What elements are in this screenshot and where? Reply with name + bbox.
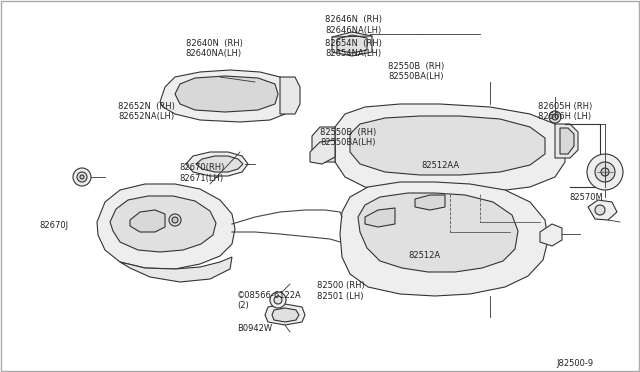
Text: 82512A: 82512A [408,251,440,260]
Text: 82550B  (RH)
82550BA(LH): 82550B (RH) 82550BA(LH) [388,62,445,81]
Circle shape [270,292,286,308]
Text: 82605H (RH)
82606H (LH): 82605H (RH) 82606H (LH) [538,102,592,121]
Circle shape [601,168,609,176]
Circle shape [77,172,87,182]
Polygon shape [415,195,445,210]
Circle shape [80,175,84,179]
Polygon shape [332,32,372,56]
Text: 82640N  (RH)
82640NA(LH): 82640N (RH) 82640NA(LH) [186,39,243,58]
Polygon shape [97,184,235,269]
Polygon shape [312,127,335,162]
Text: 82670J: 82670J [40,221,69,230]
Circle shape [587,154,623,190]
Text: B0942W: B0942W [237,324,272,333]
Polygon shape [358,193,518,272]
Polygon shape [272,308,299,322]
Polygon shape [588,200,617,220]
Polygon shape [337,35,367,53]
Circle shape [595,162,615,182]
Text: 82670(RH)
82671(LH): 82670(RH) 82671(LH) [179,163,225,183]
Circle shape [552,114,558,120]
Polygon shape [196,156,243,172]
Polygon shape [270,292,286,308]
Text: 82570M: 82570M [570,193,604,202]
Polygon shape [335,104,565,194]
Polygon shape [186,152,248,176]
Polygon shape [120,257,232,282]
Polygon shape [265,304,305,325]
Polygon shape [560,128,574,154]
Text: 82654N  (RH)
82654NA(LH): 82654N (RH) 82654NA(LH) [325,39,382,58]
Text: 82512AA: 82512AA [421,161,460,170]
Polygon shape [160,70,290,122]
Polygon shape [130,210,165,232]
Polygon shape [540,224,562,246]
Circle shape [549,111,561,123]
Polygon shape [340,182,548,296]
Text: 82652N  (RH)
82652NA(LH): 82652N (RH) 82652NA(LH) [118,102,175,121]
Circle shape [274,296,282,304]
Text: J82500-9: J82500-9 [557,359,594,368]
Text: 82550B  (RH)
82550BA(LH): 82550B (RH) 82550BA(LH) [320,128,376,147]
Polygon shape [350,116,545,175]
Text: 82500 (RH)
82501 (LH): 82500 (RH) 82501 (LH) [317,281,365,301]
Text: 82646N  (RH)
82646NA(LH): 82646N (RH) 82646NA(LH) [325,15,382,35]
Text: ©08566-6122A
(2): ©08566-6122A (2) [237,291,301,310]
Polygon shape [175,76,278,112]
Polygon shape [310,140,335,164]
Polygon shape [280,77,300,114]
Circle shape [73,168,91,186]
Circle shape [172,217,178,223]
Circle shape [169,214,181,226]
Polygon shape [110,196,216,252]
Polygon shape [555,124,578,158]
Polygon shape [365,208,395,227]
Circle shape [595,205,605,215]
